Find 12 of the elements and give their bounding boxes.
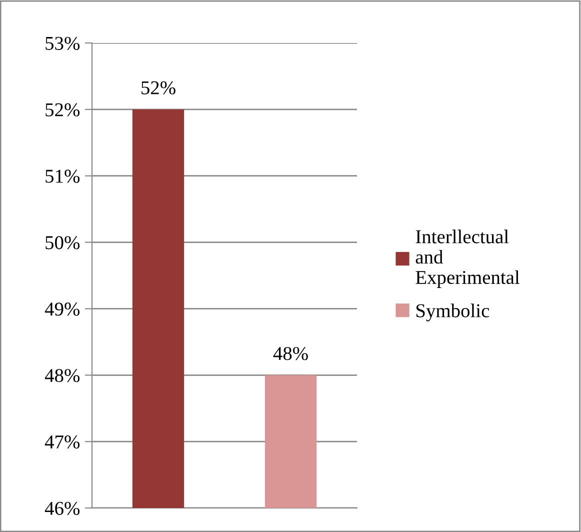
y-tick-label: 53%	[46, 36, 80, 50]
y-tick-label: 49%	[44, 302, 80, 316]
y-tick-label: 48%	[44, 368, 80, 382]
legend-label: Interllectual and Experimental	[416, 230, 520, 288]
y-tick-label: 47%	[44, 435, 80, 449]
y-tick-label: 46%	[44, 502, 80, 515]
y-tick-label: 50%	[46, 236, 80, 250]
y-tick-label: 52%	[46, 103, 80, 116]
data-label: 48%	[273, 346, 308, 360]
data-label: 52%	[142, 81, 176, 94]
y-tick-label: 51%	[46, 170, 80, 183]
legend-label: Symbolic	[416, 304, 490, 322]
